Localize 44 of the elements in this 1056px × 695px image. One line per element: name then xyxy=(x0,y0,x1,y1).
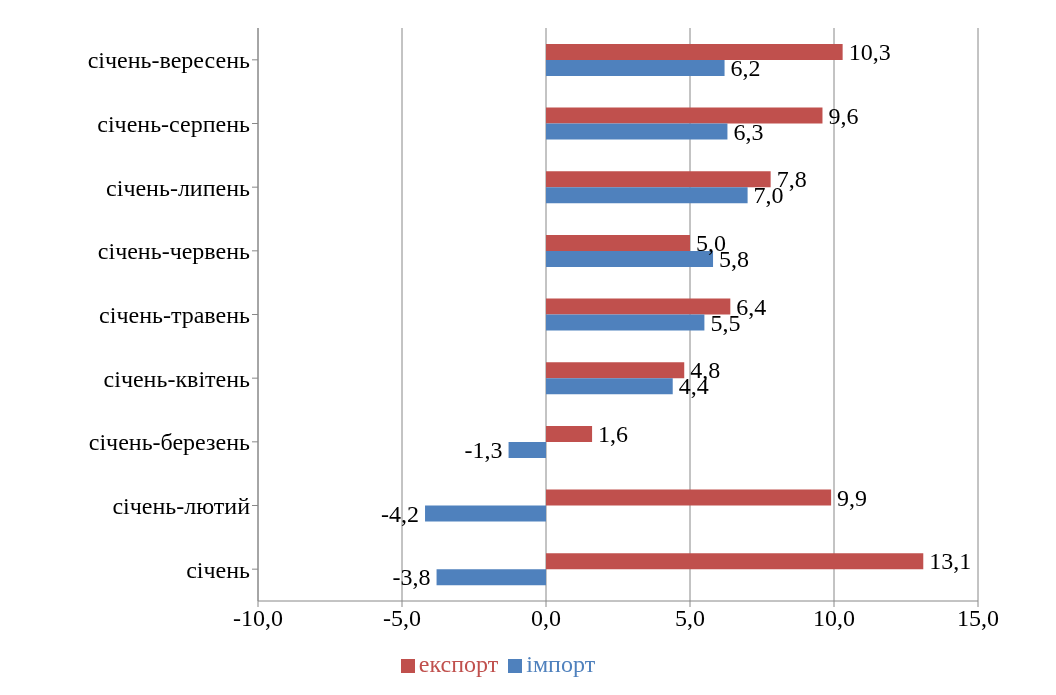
bar xyxy=(546,553,924,570)
y-tick-label: січень-серпень xyxy=(97,111,251,138)
x-tick-label: -5,0 xyxy=(383,605,421,632)
y-tick-label: січень-червень xyxy=(97,238,251,265)
y-tick-label: січень xyxy=(186,556,251,583)
bar xyxy=(546,107,823,124)
bar xyxy=(546,425,593,442)
data-label: 9,6 xyxy=(828,102,859,129)
legend-label: експорт xyxy=(418,651,499,677)
bar xyxy=(546,59,725,76)
data-label: -4,2 xyxy=(381,500,420,527)
bar xyxy=(546,362,685,379)
bar xyxy=(546,234,690,251)
data-label: -1,3 xyxy=(464,436,503,463)
data-label: 9,9 xyxy=(837,484,868,511)
data-label: 13,1 xyxy=(929,548,972,575)
bar xyxy=(436,569,546,586)
bar xyxy=(508,441,546,458)
data-label: 1,6 xyxy=(598,420,629,447)
legend-label: імпорт xyxy=(526,651,596,677)
y-tick-label: січень-лютий xyxy=(112,493,251,520)
x-tick-label: -10,0 xyxy=(233,605,283,632)
data-label: -3,8 xyxy=(392,564,431,591)
bar xyxy=(546,378,673,395)
x-tick-label: 15,0 xyxy=(957,605,999,632)
y-tick-label: січень-травень xyxy=(99,302,251,329)
data-label: 6,2 xyxy=(730,54,761,81)
x-tick-label: 5,0 xyxy=(675,605,705,632)
bar xyxy=(546,489,832,506)
data-label: 10,3 xyxy=(848,38,891,65)
bar xyxy=(546,314,705,331)
bar xyxy=(546,123,728,140)
y-tick-label: січень-липень xyxy=(106,174,251,201)
bar xyxy=(546,43,843,60)
bar xyxy=(546,187,748,204)
bar xyxy=(546,171,771,188)
x-tick-label: 0,0 xyxy=(531,605,561,632)
y-tick-label: січень-квітень xyxy=(103,365,251,392)
y-tick-label: січень-вересень xyxy=(87,47,251,74)
data-label: 6,3 xyxy=(733,118,764,145)
y-tick-label: січень-березень xyxy=(88,429,251,456)
bar xyxy=(546,298,731,315)
bar xyxy=(425,505,546,522)
x-tick-label: 10,0 xyxy=(813,605,855,632)
